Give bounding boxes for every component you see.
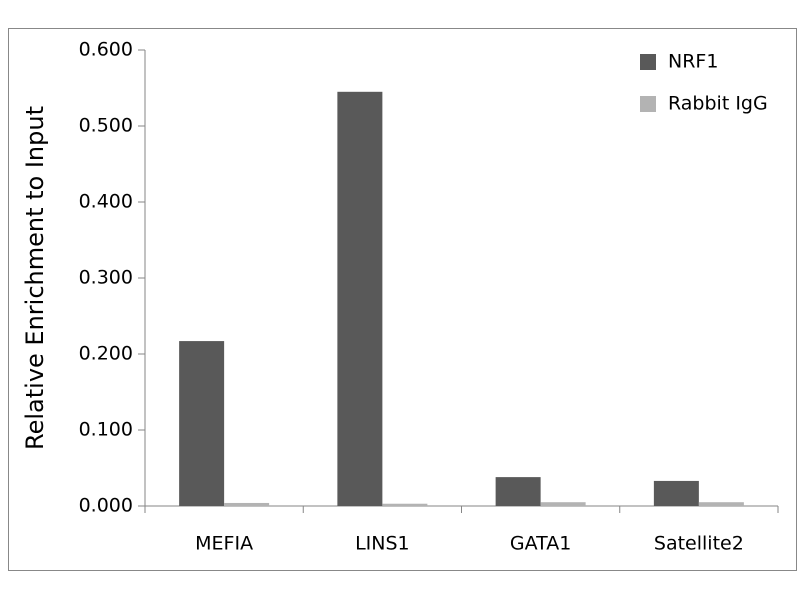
bar — [540, 502, 586, 506]
bar — [495, 477, 541, 506]
x-tick-label: Satellite2 — [654, 533, 744, 555]
bar — [179, 341, 225, 506]
y-tick-label: 0.100 — [79, 419, 133, 441]
legend-swatch — [640, 54, 656, 70]
legend-label: Rabbit IgG — [668, 93, 768, 115]
chart-border — [8, 28, 797, 571]
y-tick-label: 0.400 — [79, 191, 133, 213]
x-tick-label: MEFIA — [195, 533, 253, 555]
bar — [337, 91, 383, 507]
bar — [224, 502, 270, 506]
y-tick-label: 0.500 — [79, 115, 133, 137]
bar — [698, 502, 744, 506]
y-tick-label: 0.000 — [79, 495, 133, 517]
x-tick-label: LINS1 — [355, 533, 410, 555]
bar — [653, 480, 699, 506]
legend-label: NRF1 — [668, 51, 718, 73]
y-tick-label: 0.200 — [79, 343, 133, 365]
x-tick-label: GATA1 — [510, 533, 571, 555]
legend-swatch — [640, 96, 656, 112]
y-tick-label: 0.600 — [79, 39, 133, 61]
y-tick-label: 0.300 — [79, 267, 133, 289]
bar — [382, 503, 428, 506]
y-axis-label: Relative Enrichment to Input — [21, 106, 49, 450]
